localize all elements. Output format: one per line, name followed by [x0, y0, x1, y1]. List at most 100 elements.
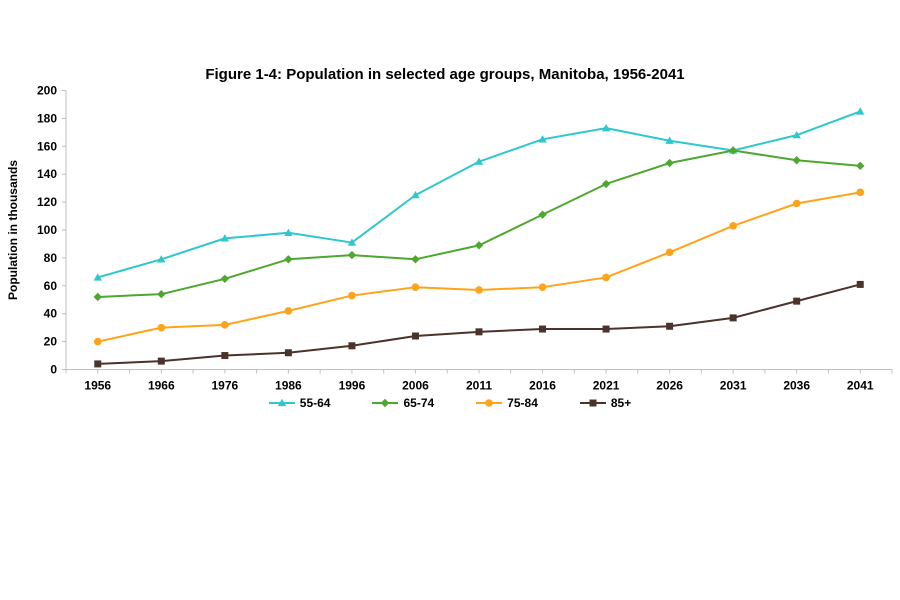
data-point-diamond: [157, 289, 166, 299]
data-point-triangle: [284, 228, 293, 236]
x-tick-label: 1956: [84, 379, 111, 393]
legend-marker-shape: [485, 399, 493, 407]
data-point-triangle: [220, 234, 230, 242]
data-point-diamond: [347, 250, 357, 260]
x-tick-label: 2021: [593, 379, 620, 393]
data-point-triangle: [93, 273, 102, 281]
data-point-square: [602, 325, 610, 333]
y-tick-label: 200: [37, 84, 57, 98]
data-point-circle: [284, 307, 293, 315]
y-tick-label: 20: [44, 335, 58, 349]
x-tick-label: 1966: [148, 379, 175, 393]
legend-marker-shape: [381, 398, 390, 408]
data-point-triangle: [157, 255, 166, 263]
data-point-square: [284, 349, 292, 357]
legend-item-65-74: 65-74: [372, 397, 434, 409]
legend-marker-85plus-square-icon: [579, 399, 606, 407]
data-point-triangle: [856, 107, 865, 115]
legend-label: 55-64: [299, 396, 331, 410]
data-point-circle: [348, 291, 356, 300]
data-point-triangle: [347, 238, 357, 246]
data-point-circle: [411, 283, 420, 291]
y-tick-label: 120: [37, 195, 57, 209]
legend-label: 75-84: [507, 396, 538, 410]
y-tick-label: 80: [44, 251, 58, 265]
series-line: [97, 283, 861, 365]
data-point-square: [856, 280, 864, 288]
y-tick-label: 100: [37, 223, 57, 237]
data-point-square: [411, 332, 419, 340]
data-point-triangle: [538, 135, 547, 143]
data-point-circle: [792, 199, 801, 208]
x-tick-label: 1976: [211, 379, 238, 393]
data-point-circle: [93, 337, 102, 346]
legend-label: 65-74: [403, 396, 435, 410]
legend-marker-55-64-triangle-icon: [268, 398, 295, 407]
y-axis-title: Population in thousands: [6, 160, 20, 300]
data-point-triangle: [474, 157, 484, 165]
series-85+: [94, 280, 864, 368]
data-point-square: [666, 322, 674, 330]
data-point-diamond: [665, 158, 674, 168]
population-chart: Figure 1-4: Population in selected age g…: [0, 66, 900, 409]
data-point-diamond: [284, 255, 293, 264]
data-point-square: [539, 325, 547, 333]
data-point-square: [94, 360, 102, 368]
y-tick-label: 40: [44, 307, 58, 321]
x-tick-label: 2041: [847, 379, 874, 393]
series-line: [97, 110, 861, 279]
data-point-diamond: [728, 146, 738, 155]
legend-item-85plus: 85+: [579, 396, 632, 410]
y-tick-label: 140: [37, 167, 57, 181]
data-point-square: [475, 328, 483, 336]
data-point-triangle: [792, 130, 801, 139]
x-tick-label: 1986: [275, 379, 302, 393]
data-point-circle: [856, 188, 865, 197]
series-line: [97, 149, 861, 298]
data-point-square: [157, 357, 165, 365]
data-point-circle: [538, 283, 547, 291]
data-point-diamond: [220, 274, 230, 284]
data-point-diamond: [601, 179, 611, 189]
data-point-circle: [475, 286, 483, 294]
y-axis-ticks: 0 20 40 60 80 100 120 140 160 180 200: [37, 84, 66, 377]
data-point-diamond: [538, 210, 547, 219]
data-point-triangle: [411, 190, 420, 199]
chart-legend: 55-64 65-74 75-84 85+: [0, 397, 900, 409]
data-point-circle: [221, 321, 229, 329]
data-point-square: [729, 314, 737, 322]
data-point-circle: [157, 323, 166, 332]
x-axis-ticks: 1956 1966 1976 1986 1996 2006 2011 2016 2021 2026…: [65, 369, 893, 393]
y-tick-label: 60: [44, 279, 58, 293]
data-point-diamond: [856, 161, 865, 171]
x-tick-label: 2011: [466, 379, 492, 393]
x-tick-label: 2016: [529, 379, 556, 393]
data-point-diamond: [93, 292, 102, 302]
legend-item-75-84: 75-84: [476, 397, 538, 409]
data-point-diamond: [792, 156, 801, 165]
legend-marker-shape: [277, 398, 286, 407]
legend-item-55-64: 55-64: [268, 396, 331, 410]
data-point-diamond: [474, 241, 484, 250]
x-tick-label: 2006: [402, 379, 429, 393]
x-tick-label: 1996: [339, 379, 366, 393]
data-point-square: [793, 297, 801, 305]
chart-canvas: Figure 1-4: Population in selected age g…: [6, 66, 893, 393]
y-tick-label: 0: [50, 363, 57, 377]
legend-marker-65-74-diamond-icon: [372, 398, 399, 408]
data-point-circle: [602, 273, 610, 282]
data-point-square: [221, 352, 229, 360]
legend-label: 85+: [610, 396, 632, 410]
legend-marker-75-84-circle-icon: [476, 399, 503, 407]
series-55-64: [93, 107, 865, 281]
legend-marker-shape: [589, 399, 597, 407]
x-tick-label: 2031: [720, 379, 747, 393]
data-point-diamond: [411, 255, 420, 264]
data-point-triangle: [665, 136, 674, 144]
x-tick-label: 2036: [783, 379, 810, 393]
data-point-circle: [729, 222, 737, 230]
data-point-circle: [665, 248, 674, 257]
chart-title: Figure 1-4: Population in selected age g…: [205, 66, 684, 83]
y-tick-label: 180: [37, 111, 57, 125]
